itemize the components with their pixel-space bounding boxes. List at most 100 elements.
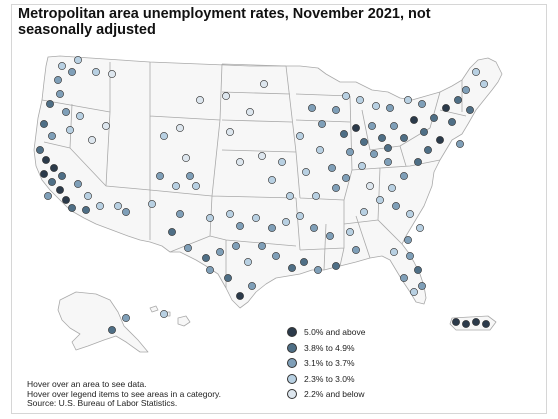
metro-area-dot[interactable]	[462, 86, 470, 94]
metro-area-dot[interactable]	[286, 192, 294, 200]
metro-area-dot[interactable]	[148, 200, 156, 208]
metro-area-dot[interactable]	[176, 210, 184, 218]
metro-area-dot[interactable]	[366, 182, 374, 190]
metro-area-dot[interactable]	[62, 196, 70, 204]
metro-area-dot[interactable]	[420, 128, 428, 136]
metro-area-dot[interactable]	[400, 274, 408, 282]
metro-area-dot[interactable]	[202, 254, 210, 262]
metro-area-dot[interactable]	[318, 120, 326, 128]
metro-area-dot[interactable]	[482, 320, 490, 328]
metro-area-dot[interactable]	[316, 146, 324, 154]
metro-area-dot[interactable]	[252, 214, 260, 222]
metro-area-dot[interactable]	[392, 202, 400, 210]
metro-area-dot[interactable]	[272, 252, 280, 260]
metro-area-dot[interactable]	[76, 112, 84, 120]
metro-area-dot[interactable]	[160, 132, 168, 140]
metro-area-dot[interactable]	[346, 228, 354, 236]
metro-area-dot[interactable]	[260, 80, 268, 88]
metro-area-dot[interactable]	[96, 202, 104, 210]
metro-area-dot[interactable]	[328, 164, 336, 172]
metro-area-dot[interactable]	[108, 70, 116, 78]
metro-area-dot[interactable]	[36, 146, 44, 154]
metro-area-dot[interactable]	[342, 174, 350, 182]
metro-area-dot[interactable]	[352, 246, 360, 254]
metro-area-dot[interactable]	[206, 266, 214, 274]
metro-area-dot[interactable]	[68, 68, 76, 76]
metro-area-dot[interactable]	[424, 146, 432, 154]
metro-area-dot[interactable]	[246, 108, 254, 116]
metro-area-dot[interactable]	[414, 158, 422, 166]
metro-area-dot[interactable]	[352, 124, 360, 132]
metro-area-dot[interactable]	[68, 204, 76, 212]
metro-area-dot[interactable]	[418, 100, 426, 108]
metro-area-dot[interactable]	[340, 130, 348, 138]
metro-area-dot[interactable]	[462, 320, 470, 328]
metro-area-dot[interactable]	[42, 156, 50, 164]
metro-area-dot[interactable]	[92, 68, 100, 76]
metro-area-dot[interactable]	[332, 184, 340, 192]
metro-area-dot[interactable]	[248, 282, 256, 290]
metro-area-dot[interactable]	[182, 154, 190, 162]
metro-area-dot[interactable]	[48, 132, 56, 140]
metro-area-dot[interactable]	[448, 118, 456, 126]
metro-area-dot[interactable]	[114, 202, 122, 210]
metro-area-dot[interactable]	[454, 96, 462, 104]
metro-area-dot[interactable]	[268, 176, 276, 184]
metro-area-dot[interactable]	[192, 182, 200, 190]
metro-area-dot[interactable]	[160, 310, 168, 318]
metro-area-dot[interactable]	[296, 212, 304, 220]
metro-area-dot[interactable]	[258, 152, 266, 160]
metro-area-dot[interactable]	[40, 120, 48, 128]
metro-area-dot[interactable]	[332, 106, 340, 114]
metro-area-dot[interactable]	[244, 258, 252, 266]
metro-area-dot[interactable]	[414, 266, 422, 274]
metro-area-dot[interactable]	[206, 214, 214, 222]
metro-area-dot[interactable]	[282, 218, 290, 226]
metro-area-dot[interactable]	[66, 126, 74, 134]
metro-area-dot[interactable]	[372, 102, 380, 110]
metro-area-dot[interactable]	[430, 114, 438, 122]
metro-area-dot[interactable]	[48, 178, 56, 186]
metro-area-dot[interactable]	[74, 180, 82, 188]
metro-area-dot[interactable]	[40, 170, 48, 178]
metro-area-dot[interactable]	[358, 162, 366, 170]
metro-area-dot[interactable]	[376, 196, 384, 204]
legend-item-3-1-to-3-7[interactable]: 3.1% to 3.7%	[287, 356, 417, 370]
metro-area-dot[interactable]	[346, 148, 354, 156]
metro-area-dot[interactable]	[388, 184, 396, 192]
metro-area-dot[interactable]	[186, 172, 194, 180]
metro-area-dot[interactable]	[442, 104, 450, 112]
metro-area-dot[interactable]	[232, 242, 240, 250]
metro-area-dot[interactable]	[296, 132, 304, 140]
metro-area-dot[interactable]	[82, 206, 90, 214]
metro-area-dot[interactable]	[176, 124, 184, 132]
metro-area-dot[interactable]	[472, 318, 480, 326]
metro-area-dot[interactable]	[58, 172, 66, 180]
metro-area-dot[interactable]	[378, 134, 386, 142]
metro-area-dot[interactable]	[466, 106, 474, 114]
metro-area-dot[interactable]	[416, 224, 424, 232]
metro-area-dot[interactable]	[224, 274, 232, 282]
metro-area-dot[interactable]	[88, 136, 96, 144]
metro-area-dot[interactable]	[406, 252, 414, 260]
metro-area-dot[interactable]	[452, 318, 460, 326]
metro-area-dot[interactable]	[410, 116, 418, 124]
metro-area-dot[interactable]	[278, 158, 286, 166]
metro-area-dot[interactable]	[288, 264, 296, 272]
metro-area-dot[interactable]	[50, 164, 58, 172]
metro-area-dot[interactable]	[418, 282, 426, 290]
metro-area-dot[interactable]	[54, 76, 62, 84]
metro-area-dot[interactable]	[268, 224, 276, 232]
metro-area-dot[interactable]	[302, 168, 310, 176]
metro-area-dot[interactable]	[62, 108, 70, 116]
metro-area-dots[interactable]	[36, 56, 490, 334]
metro-area-dot[interactable]	[368, 122, 376, 130]
metro-area-dot[interactable]	[102, 122, 110, 130]
legend-item-3-8-to-4-9[interactable]: 3.8% to 4.9%	[287, 341, 417, 355]
metro-area-dot[interactable]	[384, 144, 392, 152]
legend-item-5-0-and-above[interactable]: 5.0% and above	[287, 325, 417, 339]
metro-area-dot[interactable]	[56, 186, 64, 194]
metro-area-dot[interactable]	[406, 210, 414, 218]
metro-area-dot[interactable]	[436, 136, 444, 144]
